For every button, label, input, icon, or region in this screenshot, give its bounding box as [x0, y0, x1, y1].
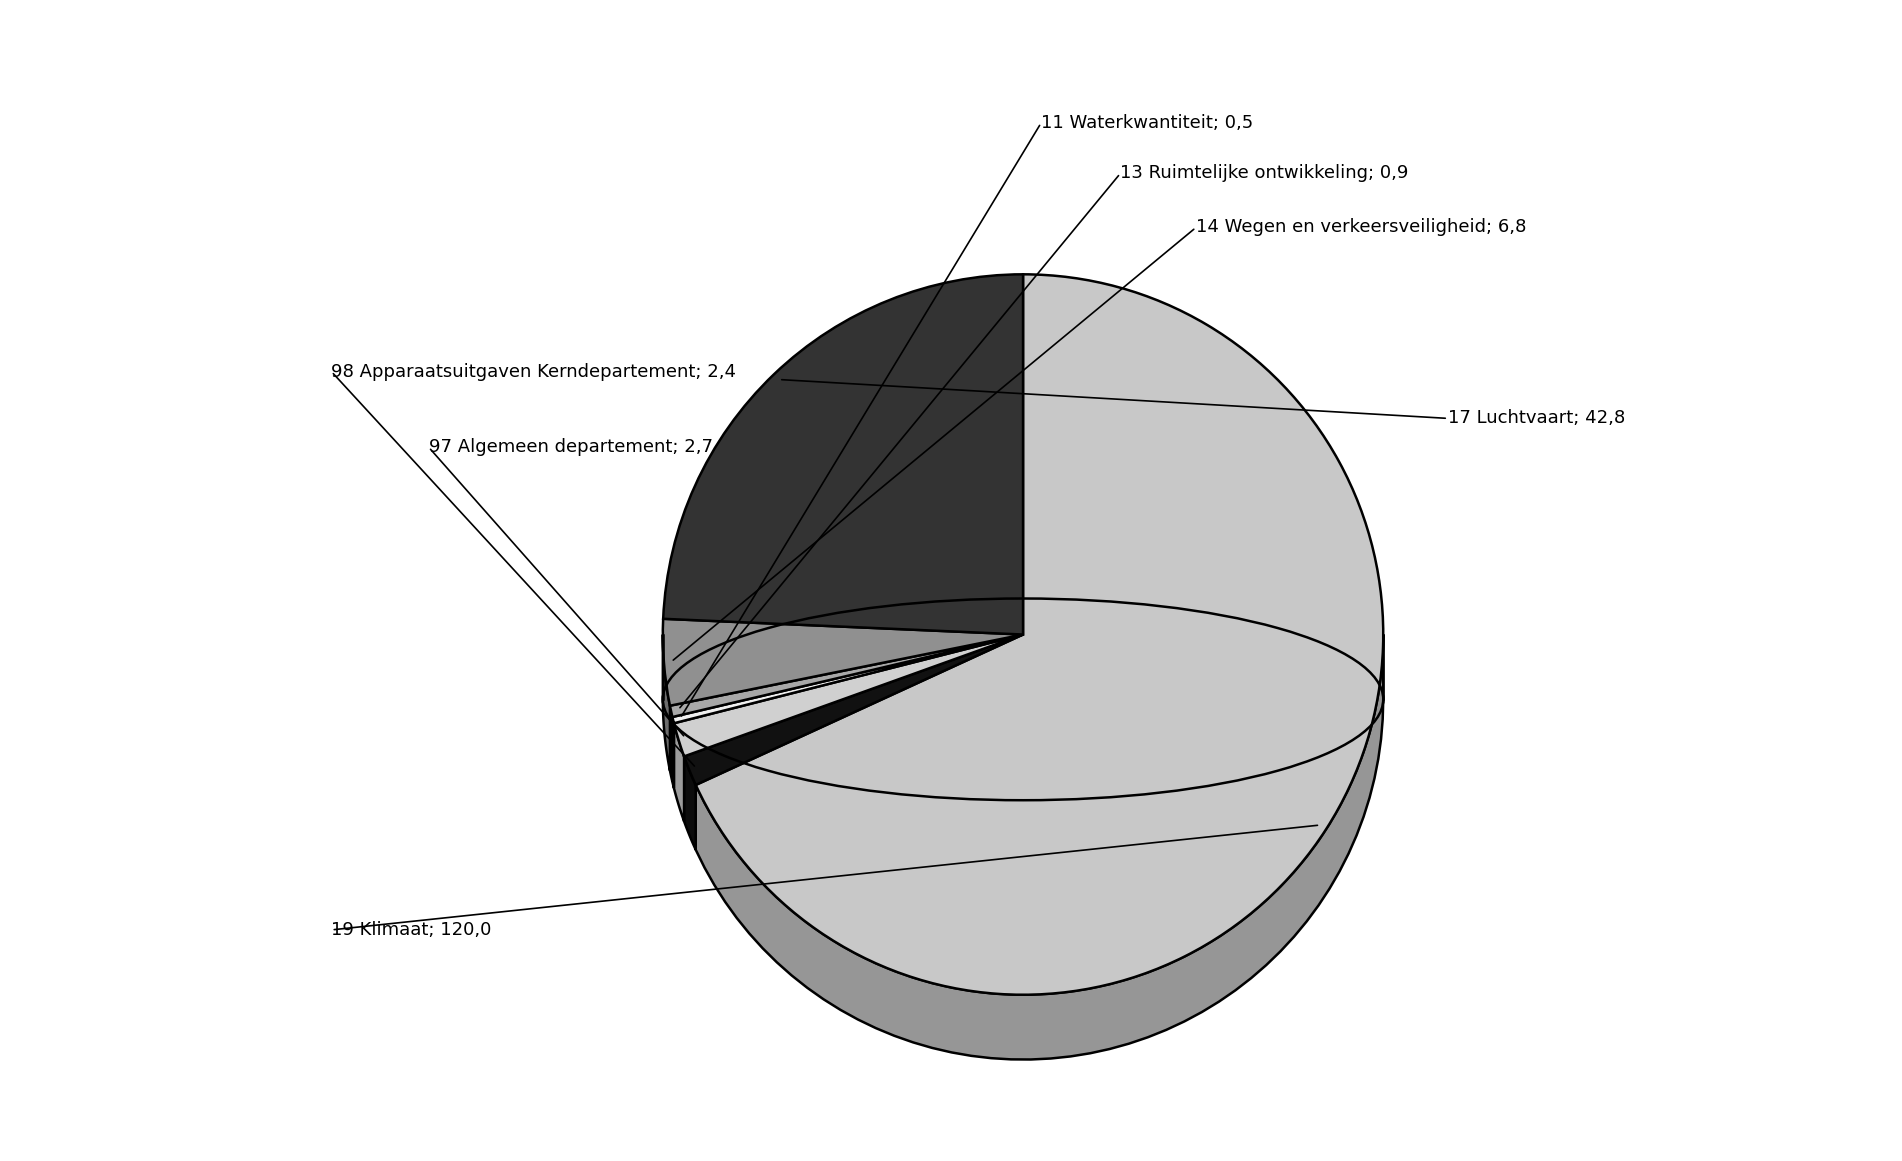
- Polygon shape: [670, 706, 673, 781]
- Wedge shape: [670, 635, 1023, 717]
- Text: 11 Waterkwantiteit; 0,5: 11 Waterkwantiteit; 0,5: [1040, 114, 1253, 132]
- Text: 98 Apparaatsuitgaven Kerndepartement; 2,4: 98 Apparaatsuitgaven Kerndepartement; 2,…: [331, 362, 736, 381]
- Text: 97 Algemeen departement; 2,7: 97 Algemeen departement; 2,7: [428, 438, 713, 456]
- Wedge shape: [664, 274, 1023, 635]
- Polygon shape: [685, 757, 696, 850]
- Text: 14 Wegen en verkeersveiligheid; 6,8: 14 Wegen en verkeersveiligheid; 6,8: [1196, 218, 1525, 237]
- Ellipse shape: [662, 599, 1383, 800]
- Text: 17 Luchtvaart; 42,8: 17 Luchtvaart; 42,8: [1447, 410, 1626, 427]
- Wedge shape: [673, 635, 1023, 723]
- Wedge shape: [662, 619, 1023, 706]
- Polygon shape: [662, 635, 670, 771]
- Polygon shape: [673, 723, 685, 821]
- Polygon shape: [696, 635, 1383, 1060]
- Wedge shape: [685, 635, 1023, 785]
- Text: 13 Ruimtelijke ontwikkeling; 0,9: 13 Ruimtelijke ontwikkeling; 0,9: [1120, 165, 1409, 182]
- Wedge shape: [673, 635, 1023, 757]
- Text: 19 Klimaat; 120,0: 19 Klimaat; 120,0: [331, 921, 493, 939]
- Wedge shape: [696, 274, 1383, 995]
